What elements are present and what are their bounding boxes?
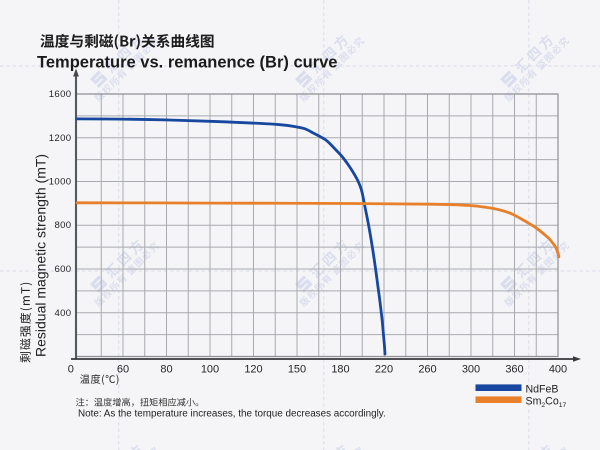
svg-text:800: 800 — [54, 220, 71, 231]
svg-text:Temperature vs. remanence (Br): Temperature vs. remanence (Br) curve — [37, 54, 338, 72]
svg-text:1200: 1200 — [49, 133, 72, 144]
svg-text:600: 600 — [54, 264, 71, 275]
svg-text:220: 220 — [375, 363, 393, 375]
svg-text:Note: As the temperature incre: Note: As the temperature increases, the … — [78, 409, 386, 420]
svg-text:60: 60 — [117, 363, 129, 375]
svg-text:Sm2Co17: Sm2Co17 — [526, 396, 567, 409]
svg-text:0: 0 — [68, 363, 74, 375]
svg-text:1000: 1000 — [49, 177, 72, 188]
svg-text:260: 260 — [418, 363, 436, 375]
svg-text:400: 400 — [549, 363, 567, 375]
svg-text:80: 80 — [160, 363, 172, 375]
svg-text:360: 360 — [505, 363, 523, 375]
svg-text:NdFeB: NdFeB — [526, 384, 559, 396]
svg-text:180: 180 — [331, 363, 349, 375]
svg-text:120: 120 — [244, 363, 262, 375]
svg-text:400: 400 — [54, 308, 71, 319]
svg-text:1600: 1600 — [49, 89, 72, 100]
svg-text:100: 100 — [201, 363, 219, 375]
svg-text:150: 150 — [288, 363, 306, 375]
svg-text:Residual magnetic strength (mT: Residual magnetic strength (mT) — [33, 154, 49, 357]
svg-text:300: 300 — [462, 363, 480, 375]
